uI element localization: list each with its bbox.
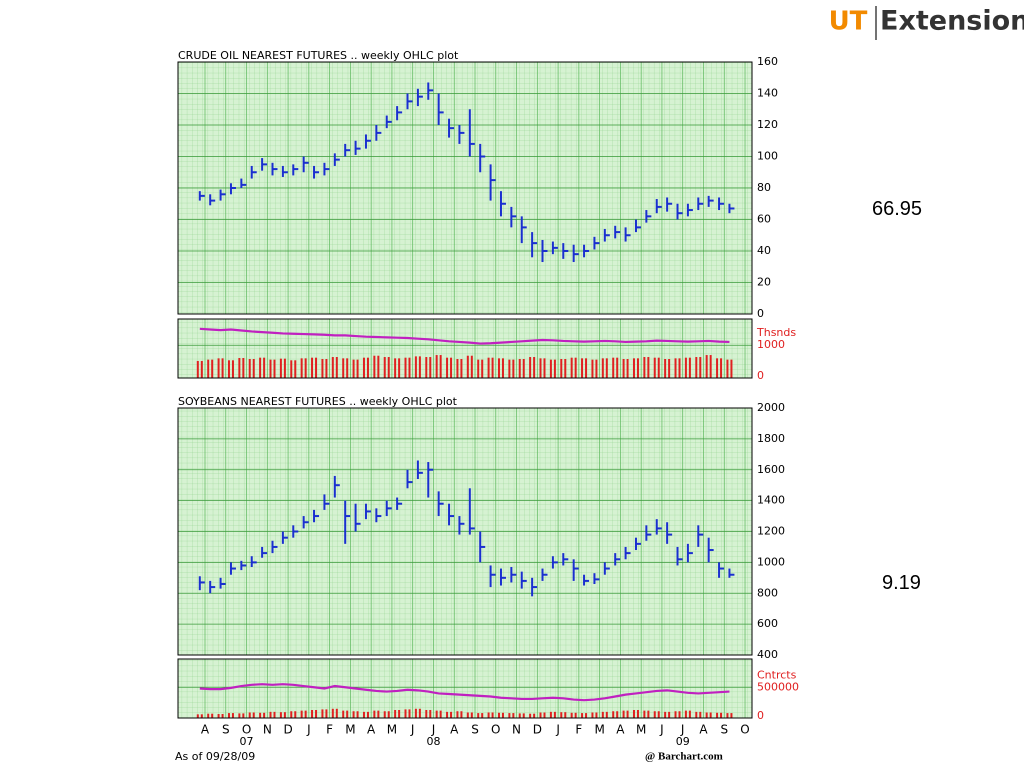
x-tick-label: F	[326, 723, 333, 737]
volume-tick-label: 0	[757, 369, 764, 382]
x-tick-label: J	[431, 723, 436, 737]
x-tick-label: S	[222, 723, 230, 737]
chart-title: CRUDE OIL NEAREST FUTURES .. weekly OHLC…	[178, 49, 459, 62]
y-tick-label: 100	[757, 150, 778, 163]
y-tick-label: 400	[757, 648, 778, 661]
volume-unit-label: Cntrcts	[757, 668, 797, 681]
volume-area	[178, 659, 752, 718]
y-tick-label: 600	[757, 617, 778, 630]
x-tick-label: J	[555, 723, 560, 737]
x-tick-label: J	[410, 723, 415, 737]
logo: UT Extension	[829, 6, 1024, 40]
y-tick-label: 1000	[757, 555, 785, 568]
open-interest-line	[199, 683, 730, 702]
logo-mark: UT	[829, 7, 868, 37]
x-tick-label: O	[740, 723, 749, 737]
y-tick-label: 800	[757, 586, 778, 599]
y-tick-label: 60	[757, 213, 771, 226]
x-tick-label: D	[283, 723, 292, 737]
x-tick-label: M	[636, 723, 646, 737]
frame	[177, 407, 753, 656]
x-tick-label: J	[659, 723, 664, 737]
as-of: As of 09/28/09	[175, 750, 255, 763]
x-tick-label: A	[616, 723, 625, 737]
x-tick-label: O	[491, 723, 500, 737]
chart-panel: SOYBEANS NEAREST FUTURES .. weekly OHLC …	[177, 395, 799, 748]
x-tick-label: N	[512, 723, 521, 737]
x-tick-label: M	[594, 723, 604, 737]
y-tick-label: 120	[757, 118, 778, 131]
year-label: 08	[426, 735, 440, 748]
x-tick-label: J	[306, 723, 311, 737]
x-tick-label: F	[575, 723, 582, 737]
y-tick-label: 1200	[757, 525, 785, 538]
x-tick-label: S	[471, 723, 479, 737]
last-price: 9.19	[882, 572, 921, 594]
y-tick-label: 1800	[757, 432, 785, 445]
x-tick-label: D	[533, 723, 542, 737]
y-tick-label: 1600	[757, 463, 785, 476]
volume-unit-label: Thsnds	[756, 326, 796, 339]
logo-text: Extension	[880, 6, 1024, 37]
last-price: 66.95	[872, 198, 923, 220]
x-tick-label: O	[242, 723, 251, 737]
chart-panel: CRUDE OIL NEAREST FUTURES .. weekly OHLC…	[177, 49, 796, 382]
y-tick-label: 2000	[757, 401, 785, 414]
volume-tick-label: 0	[757, 709, 764, 722]
x-tick-label: S	[720, 723, 728, 737]
x-tick-label: A	[367, 723, 376, 737]
source: @ Barchart.com	[645, 751, 723, 763]
x-tick-label: N	[263, 723, 272, 737]
volume-tick-label: 500000	[757, 680, 799, 693]
year-label: 09	[676, 735, 690, 748]
chart-title: SOYBEANS NEAREST FUTURES .. weekly OHLC …	[178, 395, 458, 408]
frame	[177, 318, 753, 379]
y-tick-label: 40	[757, 244, 771, 257]
x-tick-label: A	[450, 723, 459, 737]
y-tick-label: 160	[757, 55, 778, 68]
x-tick-label: A	[201, 723, 210, 737]
year-label: 07	[240, 735, 254, 748]
volume-tick-label: 1000	[757, 338, 785, 351]
y-tick-label: 20	[757, 276, 771, 289]
frame	[177, 658, 753, 719]
y-tick-label: 1400	[757, 494, 785, 507]
y-tick-label: 80	[757, 181, 771, 194]
x-tick-label: M	[345, 723, 355, 737]
open-interest-line	[199, 327, 730, 345]
x-tick-label: A	[699, 723, 708, 737]
frame	[177, 61, 753, 315]
x-tick-label: M	[387, 723, 397, 737]
y-tick-label: 140	[757, 87, 778, 100]
x-tick-label: J	[680, 723, 685, 737]
y-tick-label: 0	[757, 307, 764, 320]
